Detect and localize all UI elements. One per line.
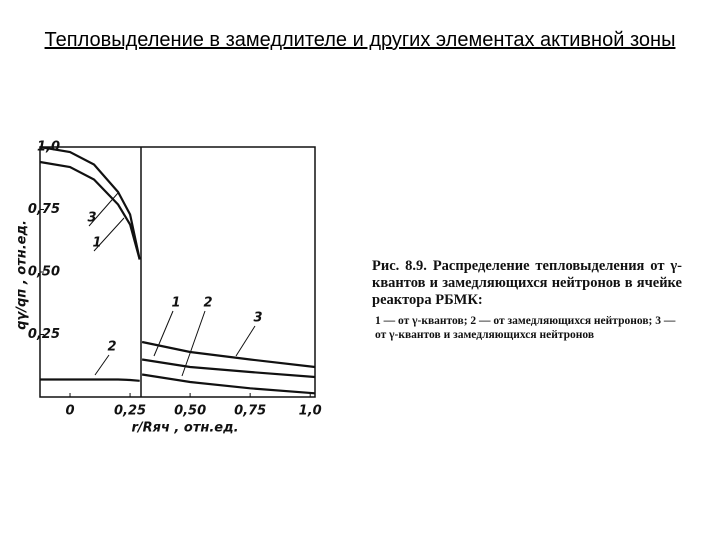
y-axis-label: qγ/qп , отн.ед. xyxy=(15,220,30,330)
x-tick-label: 0 xyxy=(65,404,74,419)
leader-line xyxy=(94,354,110,376)
leader-line xyxy=(153,310,174,357)
leader-line xyxy=(181,310,206,377)
curve-label: 1 xyxy=(92,236,101,251)
leader-line xyxy=(235,325,256,357)
data-line xyxy=(39,145,316,379)
slide-title: Тепловыделение в замедлителе и других эл… xyxy=(44,29,676,51)
x-tick-label: 0,25 xyxy=(114,404,146,419)
figure-caption: Рис. 8.9. Распределение тепловыделения о… xyxy=(372,258,682,308)
plot-frame xyxy=(39,146,316,398)
figure-legend-text: 1 — от γ-квантов; 2 — от замедляющихся н… xyxy=(375,315,676,341)
x-tick-label: 0,50 xyxy=(174,404,206,419)
data-line xyxy=(39,160,316,369)
x-axis-label: r/Rяч , отн.ед. xyxy=(131,421,238,436)
y-tick-label: 0,25 xyxy=(28,327,60,342)
leader-line xyxy=(88,192,119,227)
curve-label: 2 xyxy=(203,296,212,311)
curve-label: 1 xyxy=(171,296,180,311)
curve-label: 3 xyxy=(253,311,262,326)
y-tick-label: 0,75 xyxy=(28,202,60,217)
curve-label: 3 xyxy=(87,211,96,226)
x-tick-label: 0,75 xyxy=(234,404,266,419)
leader-line xyxy=(93,217,125,252)
y-tick-label: 1,0 xyxy=(37,140,60,155)
data-line xyxy=(40,373,316,395)
y-tick-label: 0,50 xyxy=(28,265,60,280)
curve-label: 2 xyxy=(107,340,116,355)
x-tick-label: 1,0 xyxy=(299,404,322,419)
